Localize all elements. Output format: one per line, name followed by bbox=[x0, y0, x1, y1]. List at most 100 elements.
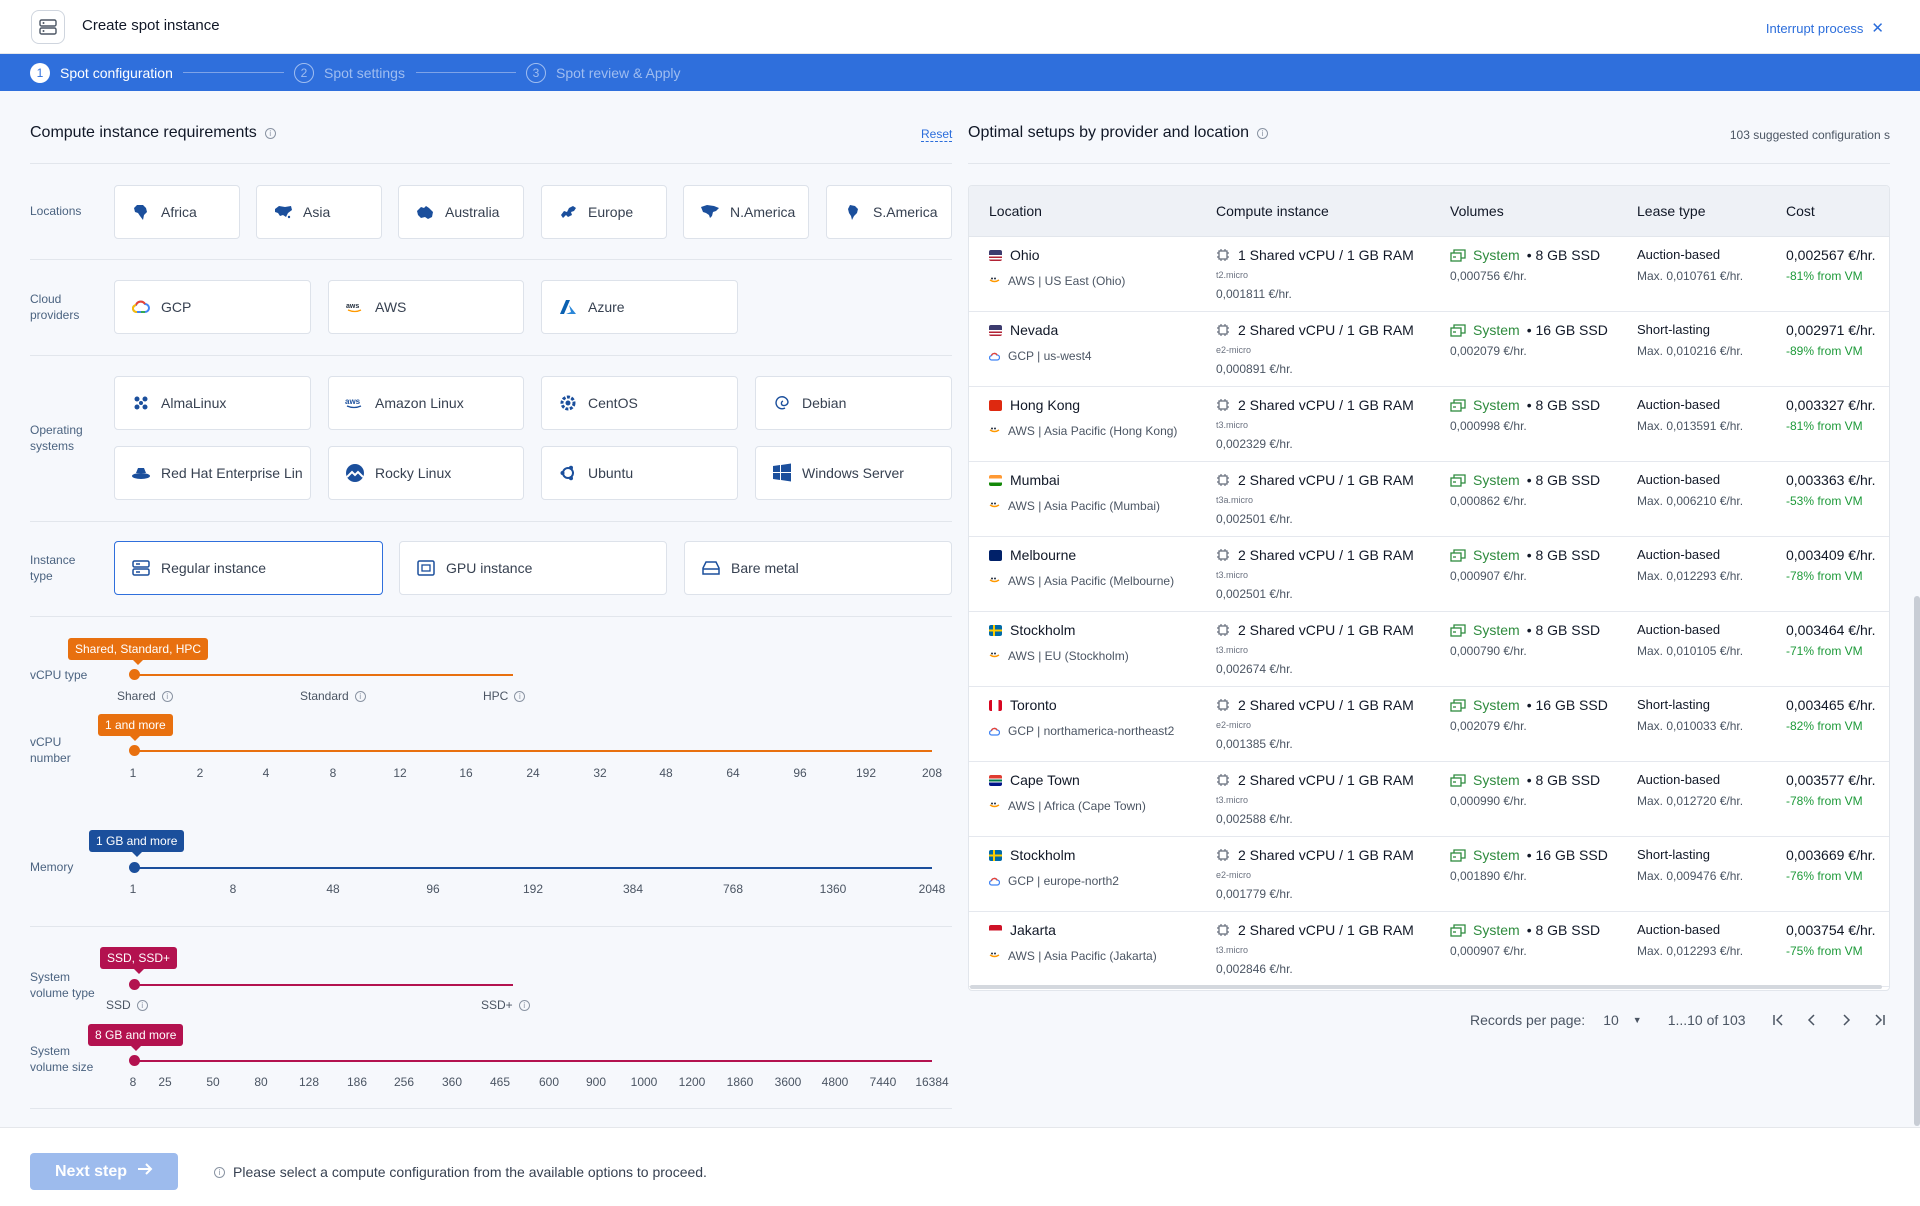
volume-size-tick: 50 bbox=[206, 1075, 220, 1089]
location-cell: Toronto bbox=[989, 697, 1057, 713]
next-page-icon[interactable] bbox=[1834, 1009, 1858, 1031]
vcpu-type-tick: HPC i bbox=[483, 689, 526, 703]
location-chip-europe[interactable]: Europe bbox=[541, 185, 667, 239]
volume-system: System bbox=[1473, 772, 1520, 788]
step-spot-settings[interactable]: 2 Spot settings bbox=[294, 54, 405, 91]
location-chip-australia[interactable]: Australia bbox=[398, 185, 524, 239]
os-chip-ubuntu[interactable]: Ubuntu bbox=[541, 446, 738, 500]
aws-icon bbox=[989, 801, 1000, 811]
operating-systems-label: Operating systems bbox=[30, 423, 83, 453]
ubuntu-icon bbox=[558, 464, 578, 482]
cloud-chip-gcp[interactable]: GCP bbox=[114, 280, 311, 334]
location-chip-africa[interactable]: Africa bbox=[114, 185, 240, 239]
os-chip-red-hat[interactable]: Red Hat Enterprise Lin bbox=[114, 446, 311, 500]
info-icon[interactable]: i bbox=[136, 999, 148, 1011]
compute-spec: 1 Shared vCPU / 1 GB RAM bbox=[1238, 247, 1414, 263]
memory-tick: 48 bbox=[326, 882, 340, 896]
instance-type-label: Instance type bbox=[30, 553, 76, 583]
table-row[interactable]: Hong Kong AWS | Asia Pacific (Hong Kong)… bbox=[969, 387, 1889, 462]
lease-type: Auction-based bbox=[1637, 472, 1721, 487]
info-icon[interactable]: i bbox=[354, 690, 366, 702]
europe-map-icon bbox=[558, 203, 578, 221]
table-row[interactable]: Mumbai AWS | Asia Pacific (Mumbai) 2 Sha… bbox=[969, 462, 1889, 537]
os-chip-debian[interactable]: Debian bbox=[755, 376, 952, 430]
location-chip-n-america[interactable]: N.America bbox=[683, 185, 809, 239]
os-chip-almalinux[interactable]: AlmaLinux bbox=[114, 376, 311, 430]
records-per-page-select[interactable]: 10 ▼ bbox=[1603, 1012, 1642, 1028]
africa-map-icon bbox=[131, 203, 151, 221]
volume-size-tick: 7440 bbox=[869, 1075, 897, 1089]
info-icon: i bbox=[214, 1166, 225, 1178]
table-row[interactable]: Stockholm GCP | europe-north2 2 Shared v… bbox=[969, 837, 1889, 912]
table-row[interactable]: Cape Town AWS | Africa (Cape Town) 2 Sha… bbox=[969, 762, 1889, 837]
last-page-icon[interactable] bbox=[1868, 1009, 1892, 1031]
chip-label: Africa bbox=[161, 204, 197, 220]
volume-size-tick: 8 bbox=[129, 1075, 137, 1089]
location-name: Melbourne bbox=[1010, 547, 1077, 563]
volume-system: System bbox=[1473, 622, 1520, 638]
aws-icon bbox=[989, 276, 1000, 286]
info-icon[interactable]: i bbox=[264, 127, 276, 139]
next-step-button[interactable]: Next step bbox=[30, 1153, 178, 1190]
memory-track[interactable] bbox=[134, 867, 932, 869]
volume-size-handle[interactable] bbox=[129, 1055, 140, 1066]
previous-page-icon[interactable] bbox=[1800, 1009, 1824, 1031]
provider-region: AWS | US East (Ohio) bbox=[1008, 274, 1126, 288]
volume-price: 0,002079 €/hr. bbox=[1450, 719, 1527, 733]
compute-cell: 2 Shared vCPU / 1 GB RAM bbox=[1216, 397, 1414, 413]
column-header-lease-type[interactable]: Lease type bbox=[1637, 203, 1706, 219]
vcpu-type-handle[interactable] bbox=[129, 669, 140, 680]
volume-size-tick: 1860 bbox=[726, 1075, 754, 1089]
location-chip-s-america[interactable]: S.America bbox=[826, 185, 952, 239]
vcpu-number-handle[interactable] bbox=[129, 745, 140, 756]
info-icon[interactable]: i bbox=[1257, 127, 1269, 139]
os-chip-amazon-linux[interactable]: aws Amazon Linux bbox=[328, 376, 524, 430]
cloud-chip-azure[interactable]: Azure bbox=[541, 280, 738, 334]
page-scrollbar[interactable] bbox=[1914, 596, 1920, 1126]
cost-discount: -81% from VM bbox=[1786, 269, 1863, 283]
table-row[interactable]: Melbourne AWS | Asia Pacific (Melbourne)… bbox=[969, 537, 1889, 612]
table-row[interactable]: Stockholm AWS | EU (Stockholm) 2 Shared … bbox=[969, 612, 1889, 687]
volume-cell: System • 8 GB SSD bbox=[1450, 397, 1600, 413]
os-chip-windows-server[interactable]: Windows Server bbox=[755, 446, 952, 500]
location-chip-asia[interactable]: Asia bbox=[256, 185, 382, 239]
info-icon[interactable]: i bbox=[161, 690, 173, 702]
table-row[interactable]: Ohio AWS | US East (Ohio) 1 Shared vCPU … bbox=[969, 237, 1889, 312]
location-cell: Ohio bbox=[989, 247, 1040, 263]
reset-button[interactable]: Reset bbox=[921, 127, 953, 142]
instance-chip-regular[interactable]: Regular instance bbox=[114, 541, 383, 595]
table-row[interactable]: Jakarta AWS | Asia Pacific (Jakarta) 2 S… bbox=[969, 912, 1889, 987]
os-chip-rocky-linux[interactable]: Rocky Linux bbox=[328, 446, 524, 500]
column-header-cost[interactable]: Cost bbox=[1786, 203, 1815, 219]
column-header-volumes[interactable]: Volumes bbox=[1450, 203, 1504, 219]
info-icon[interactable]: i bbox=[514, 690, 526, 702]
vcpu-type-track[interactable] bbox=[134, 674, 513, 676]
column-header-location[interactable]: Location bbox=[989, 203, 1042, 219]
first-page-icon[interactable] bbox=[1766, 1009, 1790, 1031]
step-spot-review-apply[interactable]: 3 Spot review & Apply bbox=[526, 54, 681, 91]
os-chip-centos[interactable]: CentOS bbox=[541, 376, 738, 430]
rocky-linux-icon bbox=[345, 464, 365, 482]
volume-size: • 8 GB SSD bbox=[1526, 922, 1601, 938]
memory-handle[interactable] bbox=[129, 862, 140, 873]
chip-label: Azure bbox=[588, 299, 625, 315]
cost-value: 0,003409 €/hr. bbox=[1786, 547, 1876, 563]
interrupt-process-button[interactable]: Interrupt process ✕ bbox=[1766, 19, 1884, 37]
column-header-compute[interactable]: Compute instance bbox=[1216, 203, 1329, 219]
vcpu-number-track[interactable] bbox=[134, 750, 932, 752]
instance-chip-gpu[interactable]: GPU instance bbox=[399, 541, 667, 595]
divider bbox=[30, 926, 952, 927]
table-row[interactable]: Nevada GCP | us-west4 2 Shared vCPU / 1 … bbox=[969, 312, 1889, 387]
location-name: Ohio bbox=[1010, 247, 1040, 263]
volume-icon bbox=[1450, 848, 1466, 862]
instance-chip-bare-metal[interactable]: Bare metal bbox=[684, 541, 952, 595]
table-horizontal-scrollbar[interactable] bbox=[970, 985, 1882, 989]
step-spot-configuration[interactable]: 1 Spot configuration bbox=[30, 54, 173, 91]
volume-size-label: System volume size bbox=[30, 1044, 94, 1074]
info-icon[interactable]: i bbox=[518, 999, 530, 1011]
volume-size-track[interactable] bbox=[134, 1060, 932, 1062]
table-row[interactable]: Toronto GCP | northamerica-northeast2 2 … bbox=[969, 687, 1889, 762]
cloud-chip-aws[interactable]: aws AWS bbox=[328, 280, 524, 334]
volume-type-handle[interactable] bbox=[129, 979, 140, 990]
volume-type-track[interactable] bbox=[134, 984, 513, 986]
